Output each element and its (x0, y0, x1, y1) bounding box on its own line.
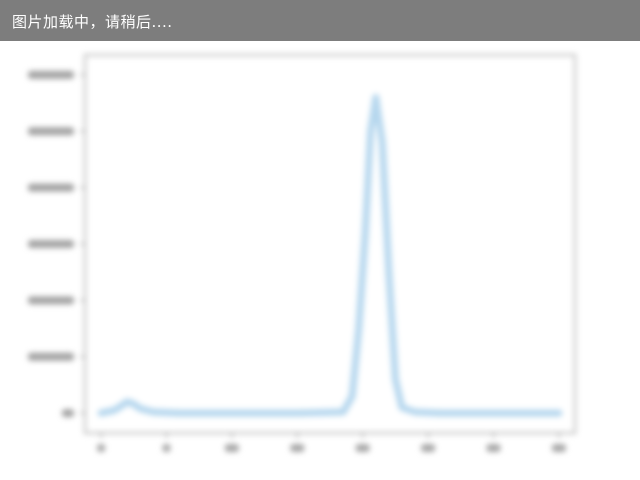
blurred-image-preview (0, 41, 640, 480)
y-tick-label-blurred (62, 409, 74, 418)
x-tick-label-blurred (224, 444, 239, 452)
x-tick-label-blurred (551, 444, 566, 452)
y-tick-label-blurred (28, 296, 74, 305)
image-loading-banner: 图片加载中，请稍后.... (0, 0, 640, 41)
y-tick-label-blurred (28, 183, 74, 192)
x-tick-label-blurred (290, 444, 305, 452)
y-tick-label-blurred (28, 70, 74, 79)
series-line-0 (97, 94, 563, 417)
loading-message: 图片加载中，请稍后.... (12, 13, 173, 31)
x-tick-label-blurred (421, 444, 436, 452)
line-chart (28, 53, 577, 452)
y-tick-label-blurred (28, 127, 74, 136)
x-tick-label-blurred (97, 444, 106, 452)
x-tick-label-blurred (355, 444, 370, 452)
x-tick-label-blurred (486, 444, 501, 452)
y-tick-label-blurred (28, 352, 74, 361)
x-tick-label-blurred (162, 444, 171, 452)
y-tick-label-blurred (28, 240, 74, 248)
plot-area (83, 53, 577, 435)
